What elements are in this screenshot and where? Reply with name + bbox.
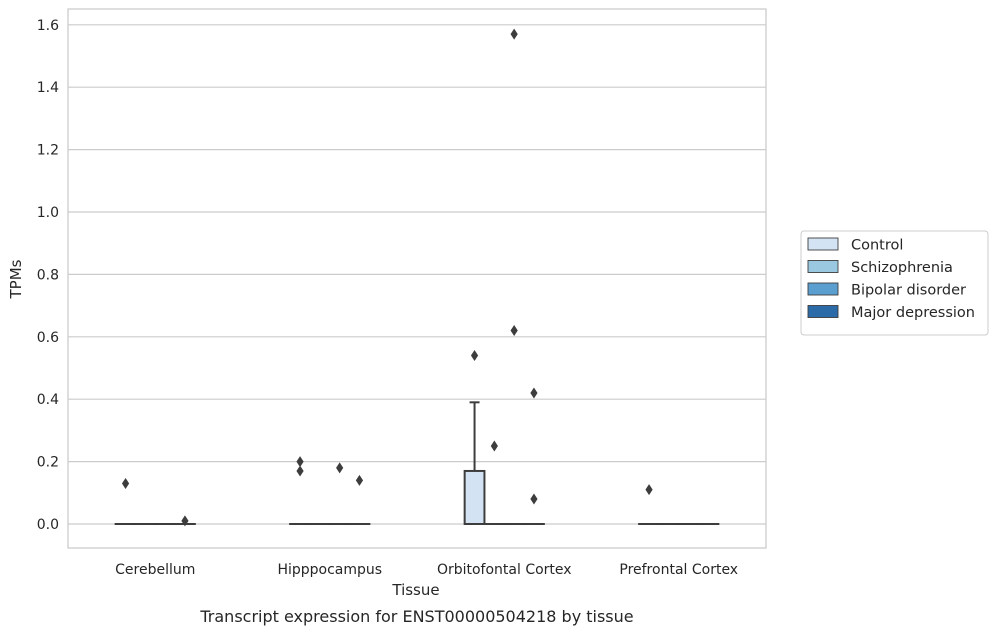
y-tick-label: 1.2 xyxy=(37,143,59,159)
outlier-point xyxy=(121,477,130,489)
box-body xyxy=(463,469,486,525)
y-tick-label: 0.0 xyxy=(37,517,59,533)
outlier-point xyxy=(645,484,653,496)
y-tick-label: 0.4 xyxy=(37,392,59,408)
outlier-point xyxy=(510,28,518,40)
outlier-point xyxy=(530,387,538,399)
y-tick-label: 1.6 xyxy=(37,18,59,34)
x-tick-label: Prefrontal Cortex xyxy=(619,562,738,578)
legend-swatch xyxy=(807,282,839,296)
outlier-point xyxy=(510,325,518,337)
boxes xyxy=(114,401,720,526)
legend-swatch xyxy=(807,305,839,318)
legend-label: Bipolar disorder xyxy=(851,283,966,299)
outlier-point xyxy=(490,440,498,452)
legend-frame xyxy=(800,230,989,336)
x-axis-ticks: Cerebellum Hipppocampus Orbitofontal Corte… xyxy=(115,562,738,578)
grid-lines xyxy=(68,24,766,525)
y-tick-label: 0.8 xyxy=(37,267,59,283)
y-tick-label: 1.0 xyxy=(37,205,59,221)
legend-item: Schizophrenia xyxy=(807,260,953,276)
legend-swatch xyxy=(807,237,839,251)
outlier-point xyxy=(296,465,304,477)
legend-label: Major depression xyxy=(851,305,975,321)
outlier-point xyxy=(530,493,538,505)
y-tick-label: 0.6 xyxy=(37,330,59,346)
box-control xyxy=(463,401,486,525)
outlier-point xyxy=(336,462,344,474)
y-tick-label: 0.2 xyxy=(37,455,59,471)
legend-item: Bipolar disorder xyxy=(807,282,966,299)
x-axis-label: Tissue xyxy=(391,581,439,599)
x-tick-label: Hipppocampus xyxy=(277,562,382,578)
x-tick-label: Cerebellum xyxy=(115,562,195,578)
legend-swatch xyxy=(807,260,839,273)
plot-area-frame xyxy=(67,8,767,549)
y-axis-label: TPMs xyxy=(7,259,25,299)
legend-item: Major depression xyxy=(807,305,975,321)
legend-label: Schizophrenia xyxy=(851,260,953,276)
outlier-points xyxy=(121,28,653,527)
legend: Control Schizophrenia Bipolar disorder Majo… xyxy=(800,230,989,336)
y-axis-ticks: 0.0 0.2 0.4 0.6 0.8 1.0 1.2 1.4 1.6 xyxy=(37,18,59,533)
outlier-point xyxy=(181,515,189,527)
outlier-point xyxy=(355,474,364,486)
legend-label: Control xyxy=(851,238,903,254)
legend-item: Control xyxy=(807,237,903,254)
x-tick-label: Orbitofontal Cortex xyxy=(437,562,572,578)
outlier-point xyxy=(470,350,479,362)
y-tick-label: 1.4 xyxy=(37,80,59,96)
chart-caption: Transcript expression for ENST0000050421… xyxy=(199,607,633,626)
outlier-point xyxy=(296,456,304,468)
